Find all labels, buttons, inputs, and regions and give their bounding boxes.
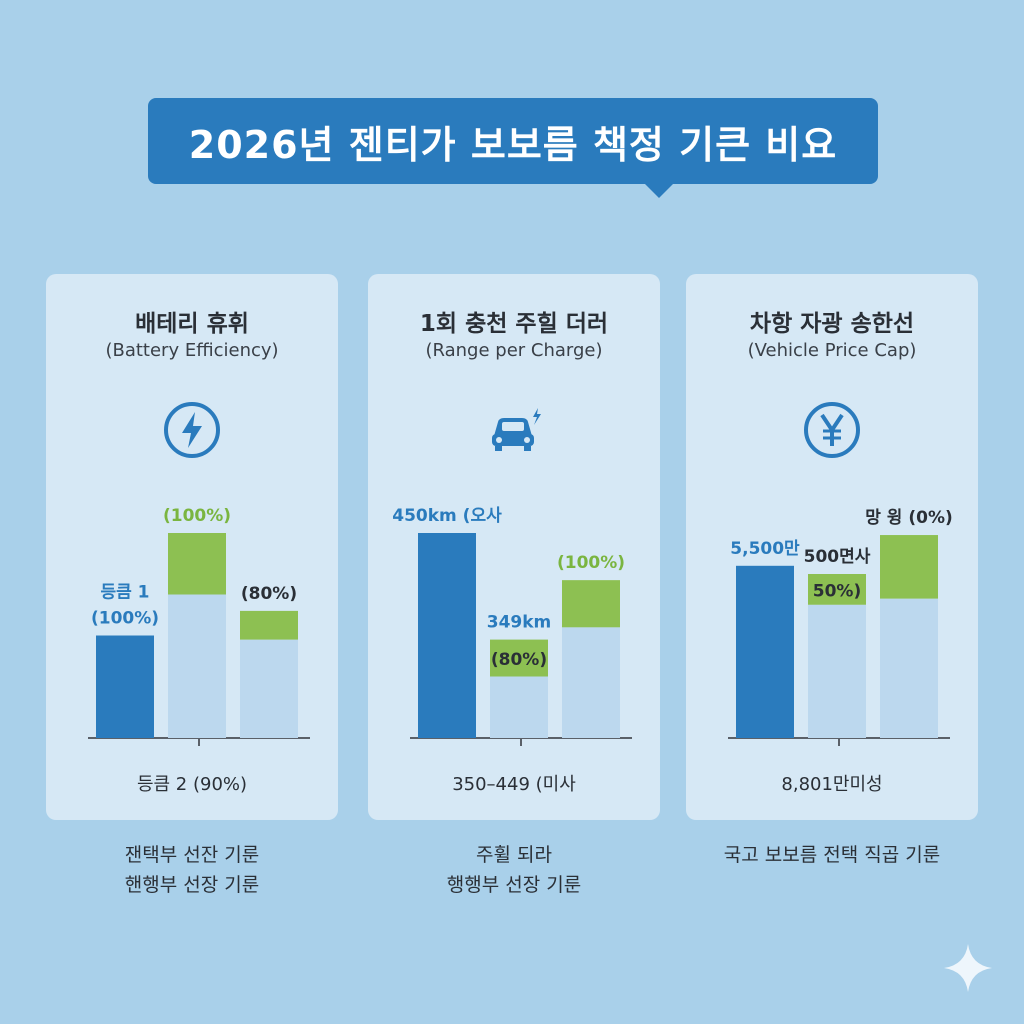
- bar-top-segment: [562, 580, 620, 628]
- bar-inner-label: 50%): [813, 581, 861, 601]
- footer-line: 잰택부 선잔 기룬: [124, 844, 260, 866]
- card-battery-efficiency: 배테리 휴휘 (Battery Efficiency) 등큼 1 (100%) (1…: [46, 274, 338, 820]
- bar-value-label: (100%): [91, 609, 159, 629]
- bar-value-label: (80%): [241, 584, 297, 604]
- chart-vehicle-price-cap: 5,500만 50%) 500면사 망 윙 (0%): [728, 508, 953, 746]
- card-title: 1회 충천 주힐 더러: [419, 311, 609, 337]
- card-bottom-label: 8,801만미성: [781, 774, 883, 795]
- bar-top-segment: [240, 610, 298, 640]
- bar-base: [240, 639, 298, 738]
- bar-value-label: 5,500만: [730, 539, 800, 559]
- bar-value-label: 등큼 1: [100, 583, 149, 603]
- footer-note-price: 국고 보보름 전택 직곱 기룬: [686, 840, 978, 870]
- footer-note-range: 주휠 되라 행행부 선장 기룬: [368, 840, 660, 900]
- lightning-bolt-icon: [164, 402, 220, 458]
- card-range-per-charge: 1회 충천 주힐 더러 (Range per Charge) 450km (오사…: [368, 274, 660, 820]
- card-title: 배테리 휴휘: [135, 311, 249, 337]
- footer-note-battery: 잰택부 선잔 기룬 핸행부 선장 기룬: [46, 840, 338, 900]
- bar-value-label: 500면사: [804, 547, 871, 567]
- yen-coin-icon: [804, 402, 860, 458]
- footer-line: 국고 보보름 전택 직곱 기룬: [723, 844, 941, 866]
- title-banner: 2026년 젠티가 보보름 책정 기큰 비요: [148, 98, 878, 198]
- card-bottom-label: 등큼 2 (90%): [136, 774, 248, 795]
- bar-base: [562, 627, 620, 738]
- footer-line: 주휠 되라: [476, 844, 552, 866]
- bar-top-segment: [880, 535, 938, 599]
- bar-inner-label: (80%): [491, 650, 547, 670]
- card-bottom-label: 350–449 (미사: [452, 774, 576, 795]
- bar-base: [808, 604, 866, 738]
- bar-value-label: 450km (오사: [392, 506, 502, 526]
- bar-value-label: 망 윙 (0%): [865, 508, 953, 528]
- bar-base: [736, 565, 794, 738]
- bar-top-segment: [168, 533, 226, 595]
- card-subtitle: (Battery Efficiency): [105, 340, 279, 361]
- electric-car-icon: [492, 408, 541, 451]
- chart-range-per-charge: 450km (오사 (80%) 349km (100%): [392, 506, 632, 746]
- bar-base: [490, 676, 548, 738]
- bar-value-label: (100%): [163, 506, 231, 526]
- footer-line: 핸행부 선장 기룬: [124, 874, 260, 896]
- sparkle-icon: [944, 944, 992, 992]
- bar-top-segment: [808, 574, 866, 605]
- bar-base: [168, 594, 226, 738]
- bar-top-segment: [490, 639, 548, 677]
- footer-line: 행행부 선장 기룬: [446, 874, 582, 896]
- chart-battery-efficiency: 등큼 1 (100%) (100%) (80%): [88, 506, 310, 746]
- bar-base: [880, 598, 938, 738]
- card-subtitle: (Range per Charge): [425, 340, 603, 361]
- card-title: 차항 자광 송한선: [749, 311, 915, 337]
- bar-base: [418, 533, 476, 738]
- bar-base: [96, 635, 154, 738]
- bar-value-label: 349km: [487, 613, 552, 633]
- card-vehicle-price-cap: 차항 자광 송한선 (Vehicle Price Cap) 5,500만 50%)…: [686, 274, 978, 820]
- bar-value-label: (100%): [557, 553, 625, 573]
- card-subtitle: (Vehicle Price Cap): [747, 340, 917, 361]
- page-title: 2026년 젠티가 보보름 책정 기큰 비요: [188, 122, 838, 167]
